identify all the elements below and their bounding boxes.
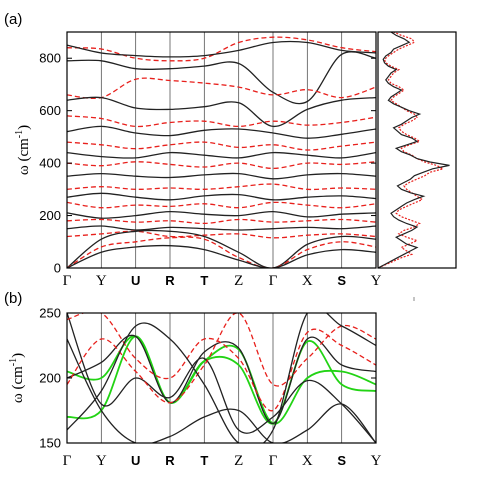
x-tick-label: X [302, 273, 313, 289]
chart-panel-b: 150 200 250 Γ Y U R T Z Γ X S Y (b) ω (cm-1) [4, 290, 382, 469]
chart-panel-a: 0 200 400 600 800 Γ Y U R T Z Γ X S Y (a) ω (cm-1) [4, 11, 382, 289]
series-line-red-1 [67, 36, 376, 62]
series-line-red-17 [67, 230, 376, 239]
x-tick-label: Y [371, 273, 382, 289]
series-line-black-2 [67, 40, 376, 58]
y-tick-label: 200 [39, 208, 61, 223]
x-tick-label: R [165, 453, 175, 468]
series-line-black-8 [67, 151, 376, 159]
series-line-red-5 [67, 115, 376, 128]
series-line-black-18 [67, 229, 376, 268]
series-line-black-10 [67, 172, 376, 180]
series-line-red-11 [67, 183, 376, 191]
series-line-red-15 [67, 218, 376, 225]
series-line-red-9 [67, 161, 376, 170]
dos-curve-black [377, 31, 450, 269]
dos-frame [377, 31, 457, 269]
x-tick-label: Y [96, 273, 107, 289]
x-tick-label: Y [371, 453, 382, 469]
series-line-black-12 [67, 192, 376, 201]
dos-curve-red [377, 31, 445, 269]
x-tick-label: U [131, 453, 140, 468]
series-group [67, 36, 376, 268]
x-tick-label: Y [96, 453, 107, 469]
series-line-black-14 [67, 210, 376, 219]
series-line-black-16 [67, 225, 376, 231]
y-axis-label-main: ω (cm [10, 366, 26, 403]
series-line-red-5 [67, 313, 376, 412]
series-group [67, 313, 376, 443]
y-axis-label-close: ) [16, 125, 32, 130]
y-tick-label: 200 [39, 371, 61, 386]
series-line-black-4 [67, 96, 376, 128]
series-line-black-20 [67, 244, 376, 268]
x-tick-label: X [302, 453, 313, 469]
series-line-black-0 [67, 51, 376, 105]
series-line-black-3 [67, 313, 376, 443]
y-axis-label-close: ) [10, 353, 26, 358]
series-line-black-7 [67, 338, 376, 443]
plot-frame [66, 31, 377, 269]
series-line-red-13 [67, 201, 376, 209]
x-tick-label: T [200, 273, 208, 288]
x-tick-label: U [131, 273, 140, 288]
series-line-red-4 [67, 313, 376, 404]
y-axis-label-sup: -1 [8, 358, 19, 366]
x-tick-label: Z [234, 273, 243, 289]
y-axis-label: ω (cm-1) [14, 125, 32, 175]
x-tick-label: R [165, 273, 175, 288]
y-tick-label: 250 [39, 306, 61, 321]
series-line-red-19 [67, 236, 376, 268]
panel-label: (b) [4, 290, 22, 307]
y-tick-label: 400 [39, 156, 61, 171]
series-line-red-3 [67, 77, 376, 99]
series-line-red-7 [67, 141, 376, 151]
series-line-green-1 [67, 335, 376, 425]
series-line-black-2 [67, 334, 376, 425]
x-tick-label: S [337, 273, 346, 288]
y-tick-label: 0 [54, 261, 61, 276]
x-tick-label: Γ [269, 273, 278, 289]
y-tick-label: 150 [39, 436, 61, 451]
y-axis-label-main: ω (cm [16, 138, 32, 175]
y-axis-label: ω (cm-1) [8, 353, 26, 403]
series-line-black-6 [67, 313, 376, 443]
x-tick-label: S [337, 453, 346, 468]
x-tick-label: Γ [269, 453, 278, 469]
y-tick-label: 800 [39, 51, 61, 66]
y-axis-label-sup: -1 [14, 130, 25, 138]
panel-label: (a) [4, 11, 22, 28]
x-tick-label: Γ [63, 453, 72, 469]
x-tick-label: T [200, 453, 208, 468]
x-tick-label: Z [234, 453, 243, 469]
series-line-black-6 [67, 125, 376, 139]
x-tick-label: Γ [63, 273, 72, 289]
dos-panel [377, 31, 457, 301]
y-tick-label: 600 [39, 103, 61, 118]
